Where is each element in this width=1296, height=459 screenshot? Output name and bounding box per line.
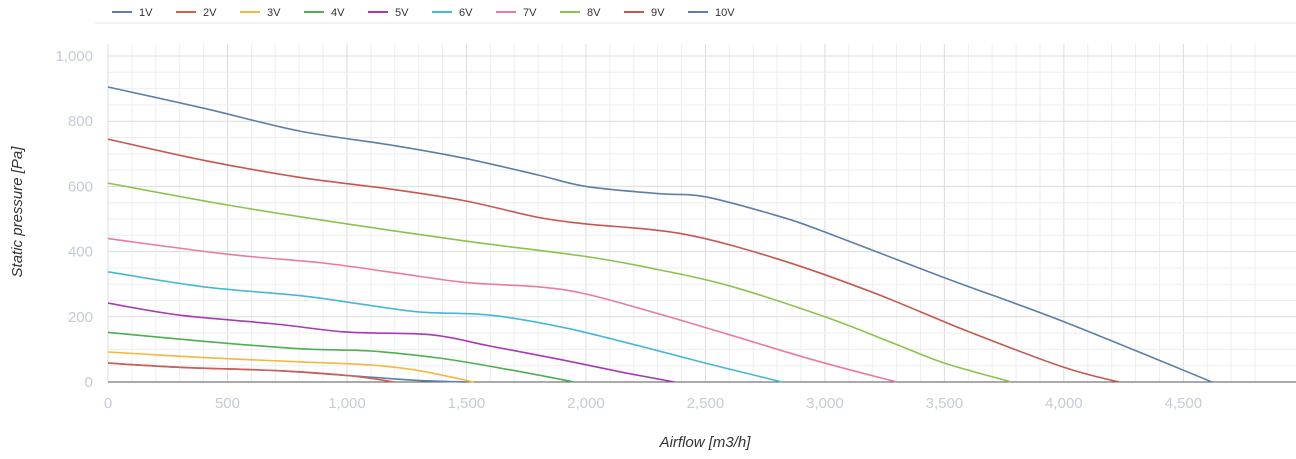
series-line-8v xyxy=(107,182,1012,383)
series-line-2v xyxy=(107,362,395,383)
y-tick-label: 0 xyxy=(85,374,93,391)
y-tick-label: 200 xyxy=(68,309,93,326)
x-tick-label: 1,500 xyxy=(448,395,486,412)
legend-item-1v[interactable]: 1V xyxy=(112,7,153,19)
legend-label: 5V xyxy=(395,7,409,19)
x-tick-label: 1,000 xyxy=(328,395,366,412)
series-line-3v xyxy=(107,351,474,383)
legend-item-10v[interactable]: 10V xyxy=(688,7,735,19)
legend-label: 3V xyxy=(267,7,281,19)
x-tick-label: 2,500 xyxy=(687,395,725,412)
legend-item-6v[interactable]: 6V xyxy=(432,7,473,19)
legend-label: 4V xyxy=(331,7,345,19)
chart-grid xyxy=(95,22,1296,383)
x-tick-label: 2,000 xyxy=(567,395,605,412)
chart-legend: 1V 2V 3V 4V 5V 6V 7V 8V 9V 10V xyxy=(112,7,735,19)
legend-item-3v[interactable]: 3V xyxy=(240,7,281,19)
y-axis-title: Static pressure [Pa] xyxy=(9,146,26,278)
x-tick-label: 500 xyxy=(215,395,240,412)
legend-label: 1V xyxy=(139,7,153,19)
legend-label: 2V xyxy=(203,7,217,19)
legend-item-4v[interactable]: 4V xyxy=(304,7,345,19)
x-tick-label: 4,500 xyxy=(1165,395,1203,412)
x-axis-title: Airflow [m3/h] xyxy=(659,434,752,451)
series-line-6v xyxy=(107,271,783,383)
legend-item-2v[interactable]: 2V xyxy=(176,7,217,19)
chart-axes: 0 500 1,000 1,500 2,000 2,500 3,000 3,500 4,000 4… xyxy=(55,48,1296,412)
legend-label: 10V xyxy=(715,7,735,19)
series-line-10v xyxy=(107,86,1213,383)
y-tick-label: 600 xyxy=(68,178,93,195)
series-line-5v xyxy=(107,302,675,383)
legend-label: 9V xyxy=(651,7,665,19)
series-line-9v xyxy=(107,138,1120,383)
x-tick-label: 0 xyxy=(104,395,112,412)
legend-label: 6V xyxy=(459,7,473,19)
x-tick-label: 3,000 xyxy=(806,395,844,412)
y-tick-label: 800 xyxy=(68,113,93,130)
legend-label: 8V xyxy=(587,7,601,19)
y-tick-label: 1,000 xyxy=(55,48,93,65)
y-tick-label: 400 xyxy=(68,244,93,261)
chart-series-group xyxy=(107,86,1213,383)
x-tick-label: 4,000 xyxy=(1045,395,1083,412)
legend-item-7v[interactable]: 7V xyxy=(496,7,537,19)
legend-item-9v[interactable]: 9V xyxy=(624,7,665,19)
x-tick-label: 3,500 xyxy=(926,395,964,412)
legend-label: 7V xyxy=(523,7,537,19)
series-line-7v xyxy=(107,237,897,383)
legend-item-8v[interactable]: 8V xyxy=(560,7,601,19)
series-line-4v xyxy=(107,331,575,383)
legend-item-5v[interactable]: 5V xyxy=(368,7,409,19)
